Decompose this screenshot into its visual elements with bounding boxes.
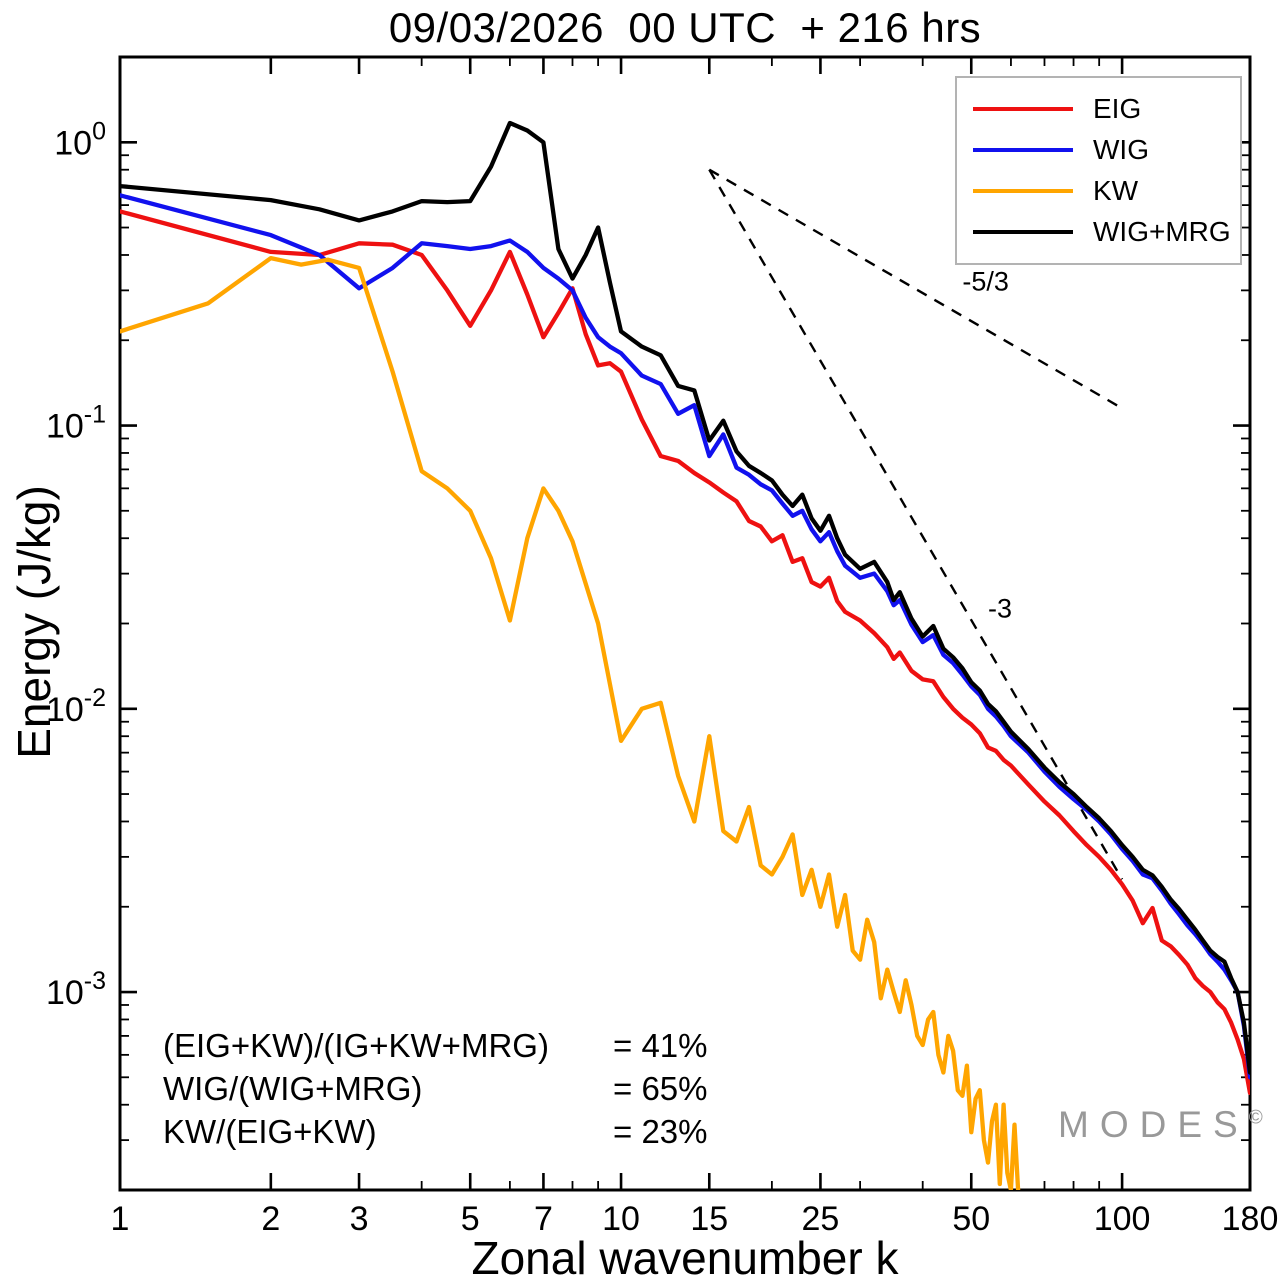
ratio-value: = 65% <box>613 1069 708 1107</box>
legend-label-eig: EIG <box>1093 93 1142 124</box>
ratio-row-wig: WIG/(WIG+MRG) = 65% <box>163 1067 708 1110</box>
ratio-row-kw: KW/(EIG+KW) = 23% <box>163 1110 708 1153</box>
series-line-wig <box>120 193 1250 1080</box>
y-axis-label: Energy (J/kg) <box>8 485 60 759</box>
plot-border <box>118 55 1252 1192</box>
x-tick-label: 2 <box>261 1200 280 1238</box>
legend-label-wig-mrg: WIG+MRG <box>1093 216 1231 247</box>
y-tick-label: 10-3 <box>46 967 106 1012</box>
x-tick-label: 3 <box>350 1200 369 1238</box>
x-tick-label: 25 <box>802 1200 840 1238</box>
legend-line-swatch-eig <box>973 107 1073 111</box>
ratio-expression: KW/(EIG+KW) <box>163 1112 377 1150</box>
legend-item-kw: KW <box>973 177 1230 205</box>
legend-item-wig: WIG <box>973 136 1230 164</box>
x-tick-label: 50 <box>952 1200 990 1238</box>
slope-ref-label: -5/3 <box>962 266 1009 296</box>
x-tick-label: 5 <box>461 1200 480 1238</box>
x-tick-label: 7 <box>534 1200 553 1238</box>
ratio-annotations: (EIG+KW)/(IG+KW+MRG) = 41% WIG/(WIG+MRG)… <box>163 1024 708 1153</box>
modes-watermark: MODES© <box>1058 1104 1263 1146</box>
x-tick-label: 10 <box>602 1200 640 1238</box>
y-tick-label: 10-1 <box>46 401 106 446</box>
x-tick-label: 15 <box>690 1200 728 1238</box>
x-tick-label: 180 <box>1222 1200 1279 1238</box>
ratio-value: = 41% <box>613 1026 708 1064</box>
legend-item-eig: EIG <box>973 95 1230 123</box>
legend-item-wig-mrg: WIG+MRG <box>973 216 1231 247</box>
legend-line-swatch-kw <box>973 189 1073 193</box>
series-line-wig-mrg <box>120 120 1250 1075</box>
x-tick-label: 1 <box>111 1200 130 1238</box>
y-tick-label: 100 <box>54 117 106 162</box>
ratio-expression: WIG/(WIG+MRG) <box>163 1069 423 1107</box>
legend-line-swatch-wig <box>973 148 1073 152</box>
copyright-icon: © <box>1248 1107 1263 1129</box>
ratio-expression: (EIG+KW)/(IG+KW+MRG) <box>163 1026 549 1064</box>
x-tick-label: 100 <box>1094 1200 1151 1238</box>
legend: EIG WIG KW WIG+MRG <box>955 76 1242 265</box>
series-line-eig <box>120 209 1250 1096</box>
legend-label-wig: WIG <box>1093 134 1149 165</box>
x-axis-label: Zonal wavenumber k <box>471 1232 899 1281</box>
slope-ref-label: -3 <box>988 594 1012 624</box>
legend-line-swatch-wig-mrg <box>973 230 1073 234</box>
modes-watermark-text: MODES <box>1058 1104 1249 1145</box>
chart-title: 09/03/2026 00 UTC + 216 hrs <box>388 4 982 51</box>
slope-ref-line--3 <box>708 169 1124 880</box>
series-line-kw <box>120 255 1021 1190</box>
ratio-row-eig-kw: (EIG+KW)/(IG+KW+MRG) = 41% <box>163 1024 708 1067</box>
legend-label-kw: KW <box>1093 175 1139 206</box>
ratio-value: = 23% <box>613 1112 708 1150</box>
